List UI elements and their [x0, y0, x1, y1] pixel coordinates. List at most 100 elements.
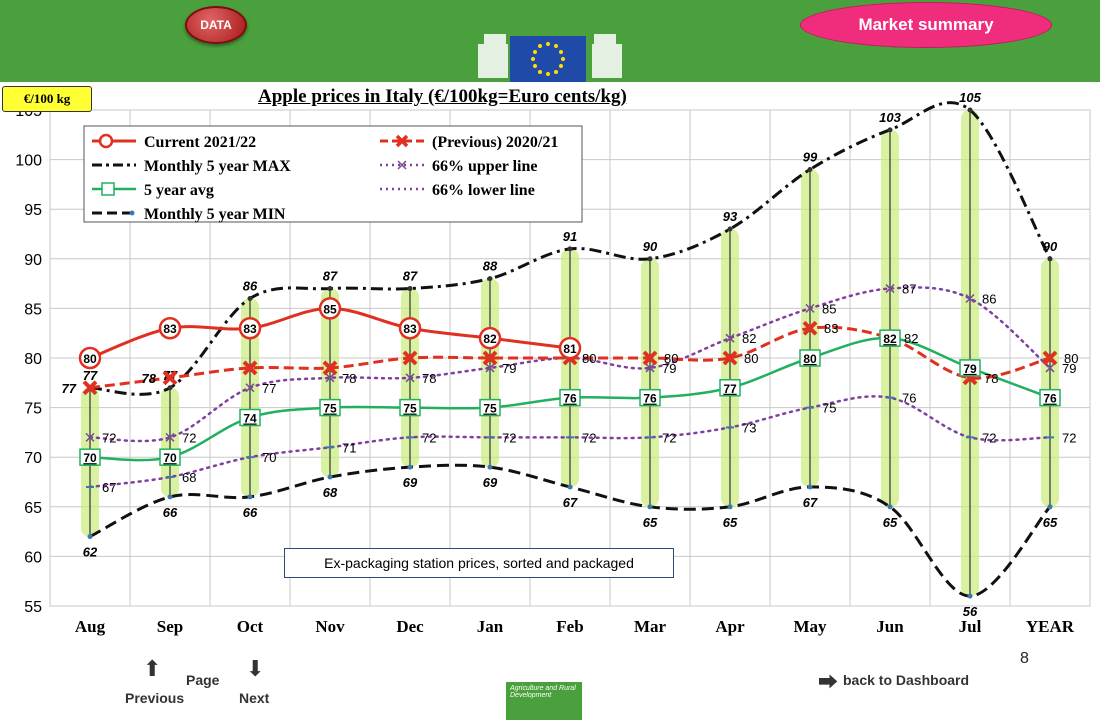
min-point [887, 504, 893, 510]
chart-title: Apple prices in Italy (€/100kg=Euro cent… [258, 86, 627, 107]
x-tick-label: Feb [556, 617, 583, 636]
previous-data-label: 82 [904, 331, 918, 346]
min-data-label: 67 [563, 495, 578, 510]
up-arrow-icon[interactable]: ⬆ [143, 656, 162, 681]
current-point [398, 316, 422, 340]
down-arrow-icon[interactable]: ⬇ [246, 656, 265, 681]
max-data-label: 87 [323, 269, 338, 284]
legend-marker-current [98, 133, 114, 149]
y-tick-label: 55 [24, 599, 42, 616]
lower-data-label: 67 [102, 480, 116, 495]
avg-point [239, 408, 261, 427]
previous-point [82, 380, 98, 396]
legend-label-previous: (Previous) 2020/21 [432, 134, 558, 151]
legend-marker-min [129, 210, 135, 216]
avg-data-label: 70 [83, 451, 97, 465]
upper-data-label: 86 [982, 291, 996, 306]
x-tick-label: Nov [315, 617, 345, 636]
lower-data-label: 72 [662, 430, 676, 445]
y-tick-label: 100 [15, 153, 42, 170]
lower-data-label: 72 [982, 430, 996, 445]
min-data-label: 69 [483, 475, 498, 490]
y-tick-label: 95 [24, 202, 42, 219]
x-tick-label: Jan [477, 617, 504, 636]
legend-label-avg: 5 year avg [144, 182, 214, 199]
avg-data-label: 76 [643, 392, 657, 406]
max-data-label: 105 [959, 90, 981, 105]
avg-data-label: 80 [803, 352, 817, 366]
min-point [807, 484, 813, 490]
x-tick-label: YEAR [1026, 617, 1075, 636]
max-point [487, 276, 493, 282]
lower-data-label: 73 [742, 420, 756, 435]
current-data-label: 83 [403, 322, 417, 336]
max-data-label: 88 [483, 259, 498, 274]
upper-data-label: 72 [182, 430, 196, 445]
min-point [727, 504, 733, 510]
min-point [327, 474, 333, 480]
right-arrow-icon[interactable]: ⮕ [818, 672, 838, 694]
upper-point [885, 284, 895, 294]
market-summary-button[interactable]: Market summary [800, 2, 1052, 48]
upper-point [245, 383, 255, 393]
max-data-label: 103 [879, 110, 901, 125]
previous-page-link[interactable]: Previous [125, 690, 185, 706]
upper-data-label: 82 [742, 331, 756, 346]
upper-point [725, 333, 735, 343]
min-data-label: 67 [803, 495, 818, 510]
agri-logo: Agriculture and Rural Development [506, 682, 582, 720]
x-tick-label: Jul [959, 617, 982, 636]
price-note: Ex-packaging station prices, sorted and … [284, 548, 674, 578]
lower-data-label: 76 [902, 391, 916, 406]
previous-point [242, 360, 258, 376]
max-point [887, 127, 893, 133]
current-point [238, 316, 262, 340]
min-point [247, 494, 253, 500]
unit-badge: €/100 kg [2, 86, 92, 112]
y-tick-label: 65 [24, 500, 42, 517]
previous-data-label: 83 [824, 321, 838, 336]
avg-data-label: 79 [963, 362, 977, 376]
min-point [487, 464, 493, 470]
data-button[interactable]: DATA [185, 6, 247, 44]
previous-point [722, 350, 738, 366]
previous-data-label: 77 [62, 381, 77, 396]
x-tick-label: Aug [75, 617, 106, 636]
upper-point [1045, 363, 1055, 373]
next-page-link[interactable]: Next [239, 690, 270, 706]
max-data-label: 87 [403, 269, 418, 284]
lower-data-label: 72 [422, 430, 436, 445]
avg-data-label: 75 [483, 402, 497, 416]
legend-label-lower: 66% lower line [432, 182, 535, 199]
lower-data-label: 72 [582, 430, 596, 445]
avg-point [879, 329, 901, 347]
lower-data-label: 71 [342, 440, 356, 455]
back-to-dashboard-link[interactable]: back to Dashboard [843, 672, 970, 688]
max-data-label: 99 [803, 150, 818, 165]
max-data-label: 86 [243, 278, 258, 293]
previous-point [642, 350, 658, 366]
legend-label-max: Monthly 5 year MAX [144, 158, 291, 175]
min-data-label: 66 [163, 505, 178, 520]
page-number: 8 [1020, 650, 1029, 667]
min-data-label: 68 [323, 485, 338, 500]
y-tick-label: 80 [24, 351, 42, 368]
previous-point [802, 320, 818, 336]
avg-point [719, 379, 741, 397]
avg-data-label: 75 [403, 402, 417, 416]
avg-point [399, 398, 421, 417]
upper-data-label: 79 [502, 361, 516, 376]
min-point [167, 494, 173, 500]
eu-commission-logo [478, 34, 622, 82]
avg-data-label: 74 [243, 412, 257, 426]
previous-data-label: 80 [744, 351, 758, 366]
x-tick-label: Sep [157, 617, 183, 636]
current-data-label: 82 [483, 332, 497, 346]
page-label: Page [186, 672, 220, 688]
y-tick-label: 60 [24, 549, 42, 566]
legend-label-min: Monthly 5 year MIN [144, 206, 286, 223]
avg-point [799, 349, 821, 367]
legend-label-upper: 66% upper line [432, 158, 538, 175]
avg-data-label: 75 [323, 402, 337, 416]
upper-data-label: 79 [662, 361, 676, 376]
